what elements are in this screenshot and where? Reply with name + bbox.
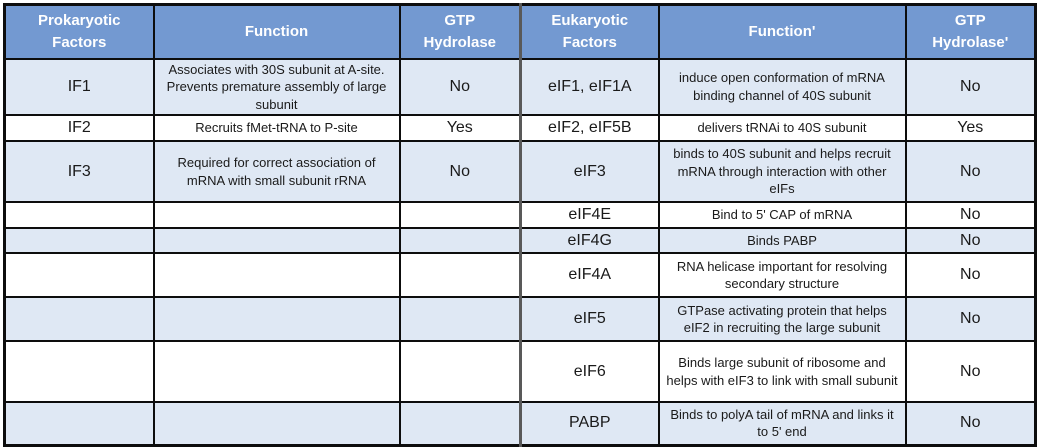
eukaryotic-factor-cell: eIF5 [519, 296, 660, 343]
eukaryotic-function-cell: GTPase activating protein that helps eIF… [657, 296, 907, 343]
prokaryotic-function-cell [152, 201, 401, 230]
eukaryotic-function-cell: RNA helicase important for resolving sec… [657, 252, 907, 299]
prokaryotic-function-cell [152, 252, 401, 299]
gtp-hydrolase-eukaryotic-cell: No [904, 140, 1037, 204]
column-header-function-eukaryotic: Function' [657, 3, 907, 60]
table-row: eIF4A RNA helicase important for resolvi… [3, 252, 1037, 299]
column-header-gtp-hydrolase-eukaryotic: GTP Hydrolase' [904, 3, 1037, 60]
gtp-hydrolase-eukaryotic-cell: No [904, 201, 1037, 230]
eukaryotic-factor-cell: eIF3 [519, 140, 660, 204]
prokaryotic-factor-cell: IF1 [3, 57, 155, 117]
eukaryotic-factor-cell: eIF4A [519, 252, 660, 299]
gtp-hydrolase-cell [398, 201, 522, 230]
prokaryotic-factor-cell [3, 401, 155, 447]
table-row: eIF4E Bind to 5' CAP of mRNA No [3, 201, 1037, 230]
column-header-eukaryotic-factors: Eukaryotic Factors [519, 3, 660, 60]
gtp-hydrolase-eukaryotic-cell: Yes [904, 114, 1037, 143]
gtp-hydrolase-cell [398, 227, 522, 255]
eukaryotic-factor-cell: eIF6 [519, 340, 660, 404]
prokaryotic-factor-cell: IF2 [3, 114, 155, 143]
prokaryotic-factor-cell [3, 201, 155, 230]
prokaryotic-factor-cell [3, 340, 155, 404]
eukaryotic-function-cell: Binds PABP [657, 227, 907, 255]
eukaryotic-function-cell: binds to 40S subunit and helps recruit m… [657, 140, 907, 204]
eukaryotic-factor-cell: PABP [519, 401, 660, 447]
translation-initiation-factors-table: Prokaryotic Factors Function GTP Hydrola… [3, 3, 1037, 447]
table-row: eIF6 Binds large subunit of ribosome and… [3, 340, 1037, 404]
eukaryotic-factor-cell: eIF4G [519, 227, 660, 255]
prokaryotic-function-cell: Required for correct association of mRNA… [152, 140, 401, 204]
table-row: IF1 Associates with 30S subunit at A-sit… [3, 57, 1037, 117]
prokaryotic-function-cell [152, 296, 401, 343]
eukaryotic-function-cell: delivers tRNAi to 40S subunit [657, 114, 907, 143]
table-row: IF3 Required for correct association of … [3, 140, 1037, 204]
gtp-hydrolase-cell [398, 296, 522, 343]
column-header-gtp-hydrolase: GTP Hydrolase [398, 3, 522, 60]
prokaryotic-function-cell [152, 401, 401, 447]
table-row: IF2 Recruits fMet-tRNA to P-site Yes eIF… [3, 114, 1037, 143]
eukaryotic-factor-cell: eIF4E [519, 201, 660, 230]
eukaryotic-function-cell: Binds large subunit of ribosome and help… [657, 340, 907, 404]
eukaryotic-factor-cell: eIF2, eIF5B [519, 114, 660, 143]
eukaryotic-function-cell: Binds to polyA tail of mRNA and links it… [657, 401, 907, 447]
prokaryotic-factor-cell [3, 252, 155, 299]
eukaryotic-function-cell: induce open conformation of mRNA binding… [657, 57, 907, 117]
prokaryotic-function-cell [152, 340, 401, 404]
eukaryotic-factor-cell: eIF1, eIF1A [519, 57, 660, 117]
prokaryotic-factor-cell [3, 227, 155, 255]
prokaryotic-factor-cell [3, 296, 155, 343]
gtp-hydrolase-cell [398, 252, 522, 299]
gtp-hydrolase-cell: No [398, 57, 522, 117]
gtp-hydrolase-eukaryotic-cell: No [904, 227, 1037, 255]
gtp-hydrolase-cell [398, 401, 522, 447]
prokaryotic-function-cell: Recruits fMet-tRNA to P-site [152, 114, 401, 143]
table-row: eIF4G Binds PABP No [3, 227, 1037, 255]
table-body: IF1 Associates with 30S subunit at A-sit… [3, 57, 1037, 447]
header-row: Prokaryotic Factors Function GTP Hydrola… [3, 3, 1037, 60]
prokaryotic-function-cell [152, 227, 401, 255]
table-row: PABP Binds to polyA tail of mRNA and lin… [3, 401, 1037, 447]
gtp-hydrolase-cell: Yes [398, 114, 522, 143]
gtp-hydrolase-cell [398, 340, 522, 404]
gtp-hydrolase-eukaryotic-cell: No [904, 296, 1037, 343]
eukaryotic-function-cell: Bind to 5' CAP of mRNA [657, 201, 907, 230]
prokaryotic-factor-cell: IF3 [3, 140, 155, 204]
gtp-hydrolase-eukaryotic-cell: No [904, 57, 1037, 117]
column-header-prokaryotic-factors: Prokaryotic Factors [3, 3, 155, 60]
gtp-hydrolase-eukaryotic-cell: No [904, 340, 1037, 404]
gtp-hydrolase-eukaryotic-cell: No [904, 401, 1037, 447]
column-header-function: Function [152, 3, 401, 60]
gtp-hydrolase-eukaryotic-cell: No [904, 252, 1037, 299]
prokaryotic-function-cell: Associates with 30S subunit at A-site. P… [152, 57, 401, 117]
table-row: eIF5 GTPase activating protein that help… [3, 296, 1037, 343]
table-header: Prokaryotic Factors Function GTP Hydrola… [3, 3, 1037, 60]
gtp-hydrolase-cell: No [398, 140, 522, 204]
